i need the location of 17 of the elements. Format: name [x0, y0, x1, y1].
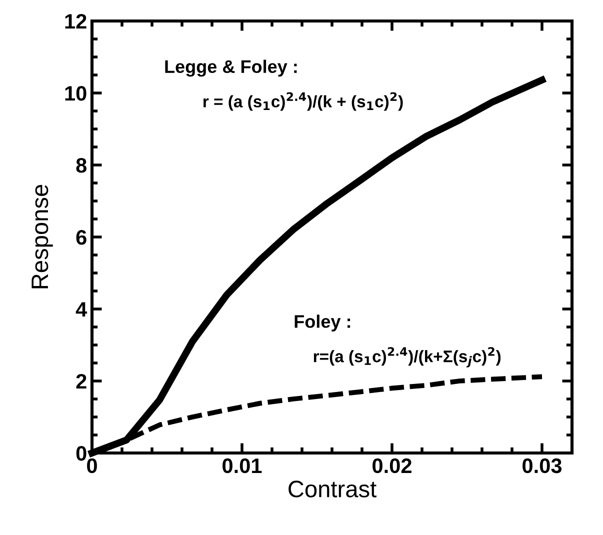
- x-tick-label: 0.02: [372, 458, 412, 474]
- annotation: Foley :: [294, 314, 350, 332]
- x-tick-label: 0.03: [522, 458, 562, 474]
- x-tick-label: 0.01: [222, 458, 262, 474]
- x-tick-label: 0: [87, 458, 97, 474]
- y-tick-label: 6: [76, 230, 86, 245]
- x-axis-title: Contrast: [288, 480, 376, 498]
- text: r=(a (s$_{1}$c)$^{2.4}$)/(k+Σ(s$_{j}$c)$^{2}$): [314, 347, 501, 368]
- y-axis-title: Response: [32, 184, 53, 288]
- y-tick-label: 0: [76, 446, 86, 461]
- y-tick-label: 2: [76, 374, 86, 389]
- text: r = (a (s$_{1}$c)$^{2.4}$)/(k + (s$_{1}$c)$^{2}$): [204, 92, 403, 111]
- y-tick-label: 4: [76, 302, 88, 317]
- y-tick-label: 10: [65, 86, 86, 101]
- annotation: Legge & Foley :: [165, 60, 297, 77]
- y-tick-label: 8: [76, 158, 86, 173]
- y-tick-label: 12: [65, 14, 86, 29]
